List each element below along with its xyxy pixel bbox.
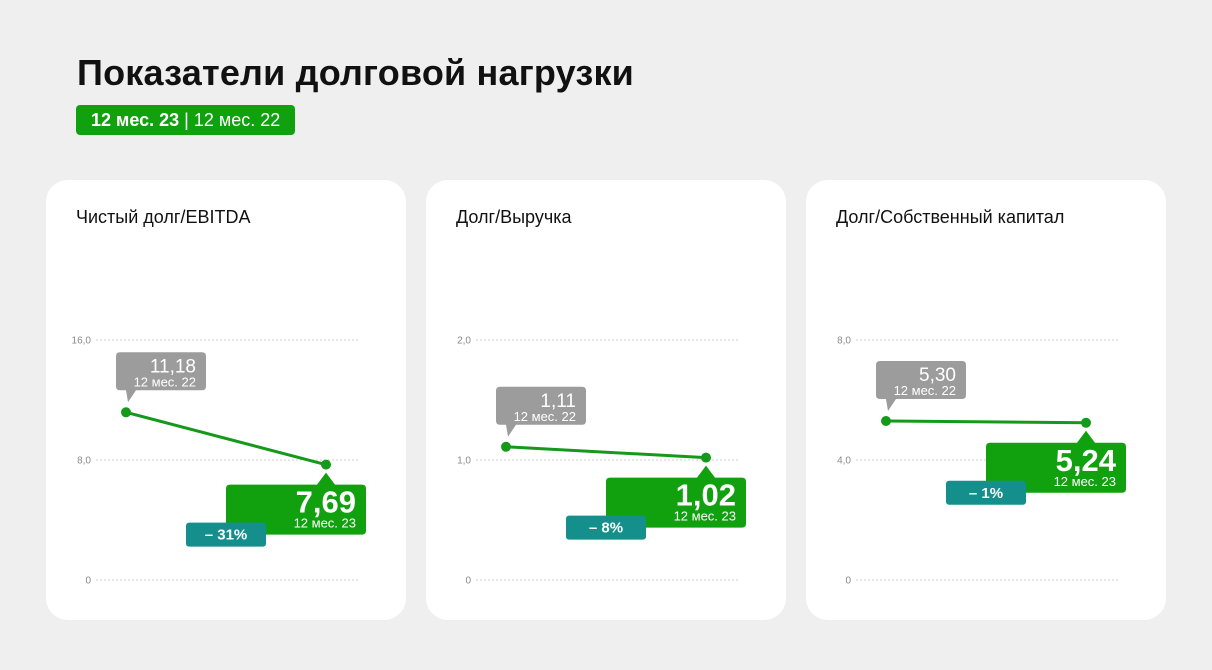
chart-title: Долг/Собственный капитал — [836, 207, 1065, 227]
page-title: Показатели долговой нагрузки — [77, 52, 635, 93]
period-previous-label: 12 мес. 22 — [193, 110, 281, 130]
change-label: – 8% — [589, 520, 623, 537]
callout-previous — [116, 352, 206, 403]
period-label-previous: 12 мес. 22 — [514, 409, 576, 424]
chart-card-debt-revenue: Долг/Выручка 0 1,0 2,0 1,11 12 мес. 22 1,02 12… — [426, 180, 786, 620]
data-point-previous — [501, 441, 511, 452]
value-label-previous: 1,11 — [540, 391, 576, 412]
value-label-previous: 11,18 — [150, 356, 196, 377]
series-line — [884, 419, 1088, 425]
period-label-previous: 12 мес. 22 — [134, 374, 196, 389]
change-badge — [186, 522, 266, 547]
callout-current — [606, 465, 746, 528]
y-tick-label: 8,0 — [77, 456, 91, 467]
chart-card-net-debt-ebitda: Чистый долг/EBITDA 0 8,0 16,0 11,18 12 мес. … — [46, 180, 406, 620]
callout-current — [986, 430, 1126, 493]
period-legend-badge: 12 мес. 23 | 12 мес. 22 — [76, 105, 296, 135]
value-label-current: 7,69 — [296, 485, 356, 520]
value-label-current: 1,02 — [676, 478, 736, 513]
change-label: – 31% — [205, 527, 248, 544]
data-point-previous — [121, 407, 131, 418]
series-line — [504, 445, 708, 460]
series-line — [124, 410, 328, 467]
y-tick-label: 0 — [845, 576, 851, 587]
data-point-previous — [881, 416, 891, 426]
y-tick-label: 1,0 — [457, 456, 471, 467]
change-badge — [566, 515, 646, 540]
callout-current — [226, 472, 366, 535]
y-tick-label: 0 — [85, 576, 91, 587]
value-label-previous: 5,30 — [919, 365, 956, 386]
period-separator: | — [179, 110, 194, 130]
y-tick-label: 2,0 — [457, 336, 471, 347]
callout-previous — [876, 361, 966, 411]
period-label-current: 12 мес. 23 — [294, 516, 356, 531]
data-point-current — [321, 459, 331, 470]
change-label: – 1% — [969, 485, 1003, 502]
y-tick-label: 16,0 — [72, 336, 92, 347]
y-tick-label: 0 — [465, 576, 471, 587]
chart-card-debt-equity: Долг/Собственный капитал 0 4,0 8,0 5,30 12 м… — [806, 180, 1166, 620]
data-point-current — [701, 452, 711, 463]
y-tick-label: 4,0 — [837, 456, 851, 467]
period-label-previous: 12 мес. 22 — [894, 383, 956, 398]
period-current-label: 12 мес. 23 — [91, 110, 180, 130]
value-label-current: 5,24 — [1056, 443, 1117, 478]
callout-previous — [496, 386, 586, 437]
chart-title: Долг/Выручка — [456, 207, 572, 227]
data-point-current — [1081, 417, 1091, 428]
period-label-current: 12 мес. 23 — [674, 509, 736, 524]
change-badge — [946, 480, 1026, 505]
period-label-current: 12 мес. 23 — [1054, 474, 1116, 489]
y-tick-label: 8,0 — [837, 336, 851, 347]
chart-title: Чистый долг/EBITDA — [76, 207, 251, 227]
